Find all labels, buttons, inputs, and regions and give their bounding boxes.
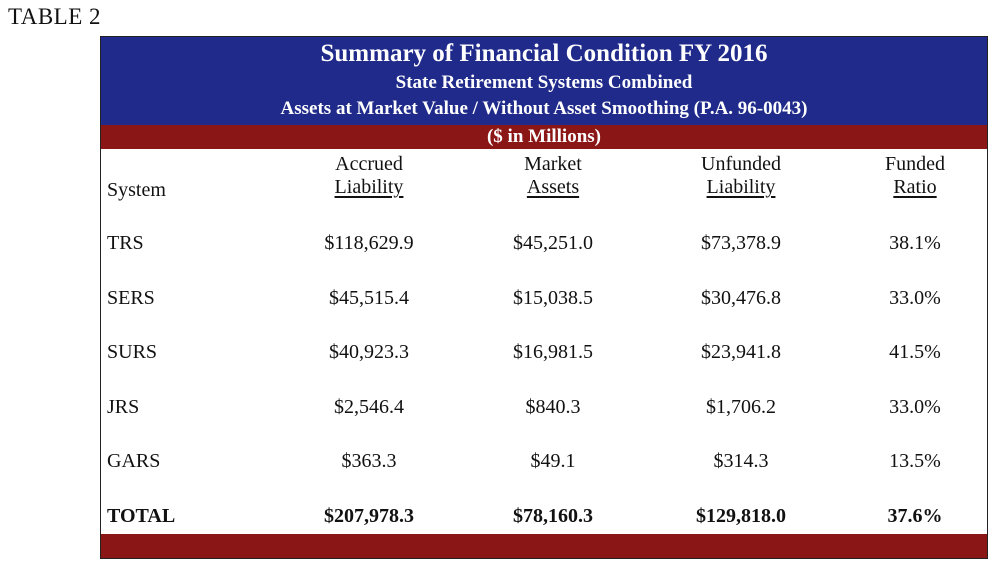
cell-unfunded-liability: $73,378.9 bbox=[701, 232, 781, 254]
total-accrued-liability: $207,978.3 bbox=[324, 505, 414, 527]
table-subtitle-2: Assets at Market Value / Without Asset S… bbox=[280, 98, 808, 119]
header-unfunded-line1: Unfunded bbox=[701, 153, 781, 175]
total-unfunded-liability: $129,818.0 bbox=[696, 505, 786, 527]
header-system-label: System bbox=[107, 179, 166, 201]
cell-system: TRS bbox=[107, 232, 144, 254]
table-title: Summary of Financial Condition FY 2016 bbox=[320, 40, 768, 67]
cell-accrued-liability: $118,629.9 bbox=[324, 232, 414, 254]
cell-funded-ratio: 38.1% bbox=[889, 232, 941, 254]
bottom-bar bbox=[101, 534, 987, 558]
header-market-line2: Assets bbox=[526, 176, 580, 198]
header-accrued-line2: Liability bbox=[334, 176, 404, 198]
cell-funded-ratio: 33.0% bbox=[889, 287, 941, 309]
total-system: TOTAL bbox=[107, 505, 176, 527]
header-market-assets: Market Assets bbox=[453, 153, 653, 199]
cell-unfunded-liability: $23,941.8 bbox=[701, 341, 781, 363]
cell-system: GARS bbox=[107, 450, 161, 472]
cell-system: SURS bbox=[107, 341, 158, 363]
units-bar: ($ in Millions) bbox=[101, 125, 987, 149]
cell-unfunded-liability: $1,706.2 bbox=[706, 396, 776, 418]
header-funded-ratio: Funded Ratio bbox=[827, 153, 1000, 199]
cell-market-assets: $45,251.0 bbox=[513, 232, 593, 254]
header-accrued-liability: Accrued Liability bbox=[269, 153, 469, 199]
header-funded-line1: Funded bbox=[885, 153, 945, 175]
financial-summary-table: Summary of Financial Condition FY 2016 S… bbox=[100, 36, 988, 559]
cell-market-assets: $16,981.5 bbox=[513, 341, 593, 363]
header-funded-line2: Ratio bbox=[893, 176, 937, 198]
cell-funded-ratio: 13.5% bbox=[889, 450, 941, 472]
table-label: TABLE 2 bbox=[8, 4, 102, 29]
cell-accrued-liability: $2,546.4 bbox=[334, 396, 404, 418]
cell-funded-ratio: 33.0% bbox=[889, 396, 941, 418]
cell-market-assets: $840.3 bbox=[525, 396, 581, 418]
cell-system: JRS bbox=[107, 396, 140, 418]
cell-market-assets: $15,038.5 bbox=[513, 287, 593, 309]
cell-system: SERS bbox=[107, 287, 155, 309]
cell-accrued-liability: $45,515.4 bbox=[329, 287, 409, 309]
header-system: System bbox=[107, 179, 166, 202]
cell-market-assets: $49.1 bbox=[530, 450, 576, 472]
header-market-line1: Market bbox=[524, 153, 582, 175]
cell-funded-ratio: 41.5% bbox=[889, 341, 941, 363]
header-unfunded-line2: Liability bbox=[706, 176, 776, 198]
table-subtitle-1: State Retirement Systems Combined bbox=[395, 72, 693, 93]
cell-unfunded-liability: $314.3 bbox=[713, 450, 769, 472]
cell-accrued-liability: $363.3 bbox=[341, 450, 397, 472]
title-banner: Summary of Financial Condition FY 2016 S… bbox=[101, 37, 987, 125]
cell-unfunded-liability: $30,476.8 bbox=[701, 287, 781, 309]
header-unfunded-liability: Unfunded Liability bbox=[641, 153, 841, 199]
total-market-assets: $78,160.3 bbox=[513, 505, 593, 527]
header-accrued-line1: Accrued bbox=[335, 153, 403, 175]
total-funded-ratio: 37.6% bbox=[887, 505, 943, 527]
cell-accrued-liability: $40,923.3 bbox=[329, 341, 409, 363]
